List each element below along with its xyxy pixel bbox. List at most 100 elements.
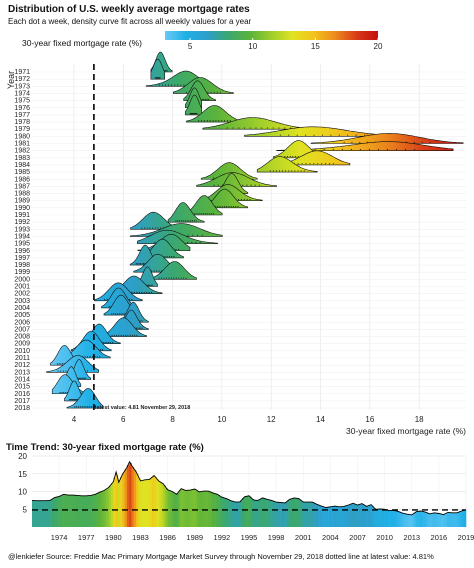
week-dot xyxy=(114,313,117,315)
year-label-1975: 1975 xyxy=(14,98,30,105)
trend-area-bar xyxy=(393,510,397,527)
x-axis-title: 30-year fixed mortgage rate (%) xyxy=(346,426,466,436)
year-label-2006: 2006 xyxy=(14,319,30,326)
week-dot xyxy=(113,334,115,336)
week-dot xyxy=(288,170,290,172)
year-label-1982: 1982 xyxy=(14,148,30,155)
color-bar-tick-label: 10 xyxy=(248,42,257,51)
week-dot xyxy=(246,184,248,186)
trend-area-bar xyxy=(366,505,370,527)
week-dot xyxy=(175,249,177,251)
week-dot xyxy=(303,170,305,172)
trend-area-bar xyxy=(285,501,288,527)
trend-area-bar xyxy=(310,502,313,527)
trend-area-bar xyxy=(72,495,76,527)
week-dot xyxy=(164,70,166,72)
week-dot xyxy=(164,256,166,258)
trend-x-tick-label: 1986 xyxy=(159,533,176,542)
trend-area-bar xyxy=(355,504,358,527)
trend-area-bar xyxy=(341,506,345,527)
year-label-2005: 2005 xyxy=(14,312,30,319)
week-dot xyxy=(131,334,133,336)
trend-area-bar xyxy=(185,490,189,527)
trend-area-bar xyxy=(239,500,243,527)
trend-area-bar xyxy=(45,500,49,527)
week-dot xyxy=(149,284,151,286)
year-label-1997: 1997 xyxy=(14,255,30,262)
week-dot xyxy=(347,134,349,136)
trend-area-bar xyxy=(43,500,46,527)
trend-area-bar xyxy=(208,491,211,527)
week-dot xyxy=(173,256,175,258)
week-dot xyxy=(292,156,294,158)
week-dot xyxy=(141,320,143,322)
week-dot xyxy=(85,406,87,408)
week-dot xyxy=(297,170,299,172)
trend-area-bar xyxy=(90,495,94,527)
year-label-2000: 2000 xyxy=(14,276,30,283)
year-label-1989: 1989 xyxy=(14,198,30,205)
week-dot xyxy=(133,291,135,294)
trend-area-bar xyxy=(289,498,293,527)
week-dot xyxy=(266,127,269,129)
year-label-2002: 2002 xyxy=(14,291,30,298)
trend-area-bar xyxy=(52,498,55,527)
week-dot xyxy=(199,241,201,243)
year-label-1999: 1999 xyxy=(14,269,30,276)
week-dot xyxy=(321,134,324,136)
trend-area-bar xyxy=(452,512,455,527)
trend-area-bar xyxy=(233,501,236,527)
trend-area-bar xyxy=(124,469,128,527)
trend-area-bar xyxy=(441,514,444,527)
week-dot xyxy=(61,392,63,394)
week-dot xyxy=(313,163,315,165)
trend-area-bar xyxy=(298,499,302,527)
week-dot xyxy=(198,120,200,122)
trend-area-bar xyxy=(59,495,62,527)
week-dot xyxy=(175,277,177,279)
week-dot xyxy=(203,120,205,122)
trend-area-bar xyxy=(258,499,261,527)
year-label-1980: 1980 xyxy=(14,133,30,140)
week-dot xyxy=(190,220,192,222)
trend-y-tick-label: 20 xyxy=(18,452,27,461)
week-dot xyxy=(195,241,197,243)
week-dot xyxy=(153,270,155,272)
week-dot xyxy=(99,356,101,358)
week-dot xyxy=(232,206,235,208)
week-dot xyxy=(158,270,160,272)
trend-area-bar xyxy=(438,513,442,527)
week-dot xyxy=(285,170,287,172)
week-dot xyxy=(168,256,170,258)
week-dot xyxy=(235,206,237,208)
week-dot xyxy=(56,363,59,365)
week-dot xyxy=(261,127,263,129)
week-dot xyxy=(180,84,182,86)
year-label-1977: 1977 xyxy=(14,112,30,119)
color-bar-tick-label: 20 xyxy=(374,42,383,51)
week-dot xyxy=(187,241,189,243)
trend-area-bar xyxy=(38,500,42,527)
trend-area-bar xyxy=(167,490,171,527)
week-dot xyxy=(286,156,289,158)
trend-area-bar xyxy=(463,510,467,527)
year-label-1981: 1981 xyxy=(14,141,30,148)
week-dot xyxy=(192,220,194,222)
trend-area-bar xyxy=(334,506,338,527)
week-dot xyxy=(255,127,257,129)
week-dot xyxy=(165,70,167,72)
year-label-2014: 2014 xyxy=(14,376,30,383)
week-dot xyxy=(289,156,291,158)
trend-area-bar xyxy=(398,511,401,527)
trend-x-tick-label: 1983 xyxy=(132,533,149,542)
trend-area-bar xyxy=(154,476,157,527)
week-dot xyxy=(137,327,139,329)
trend-area-bar xyxy=(314,503,318,527)
trend-area-bar xyxy=(70,495,73,527)
year-label-1972: 1972 xyxy=(14,76,30,83)
week-dot xyxy=(143,291,145,294)
week-dot xyxy=(341,148,343,150)
trend-area-bar xyxy=(133,470,137,527)
trend-area-bar xyxy=(219,496,223,527)
trend-area-bar xyxy=(407,514,410,527)
